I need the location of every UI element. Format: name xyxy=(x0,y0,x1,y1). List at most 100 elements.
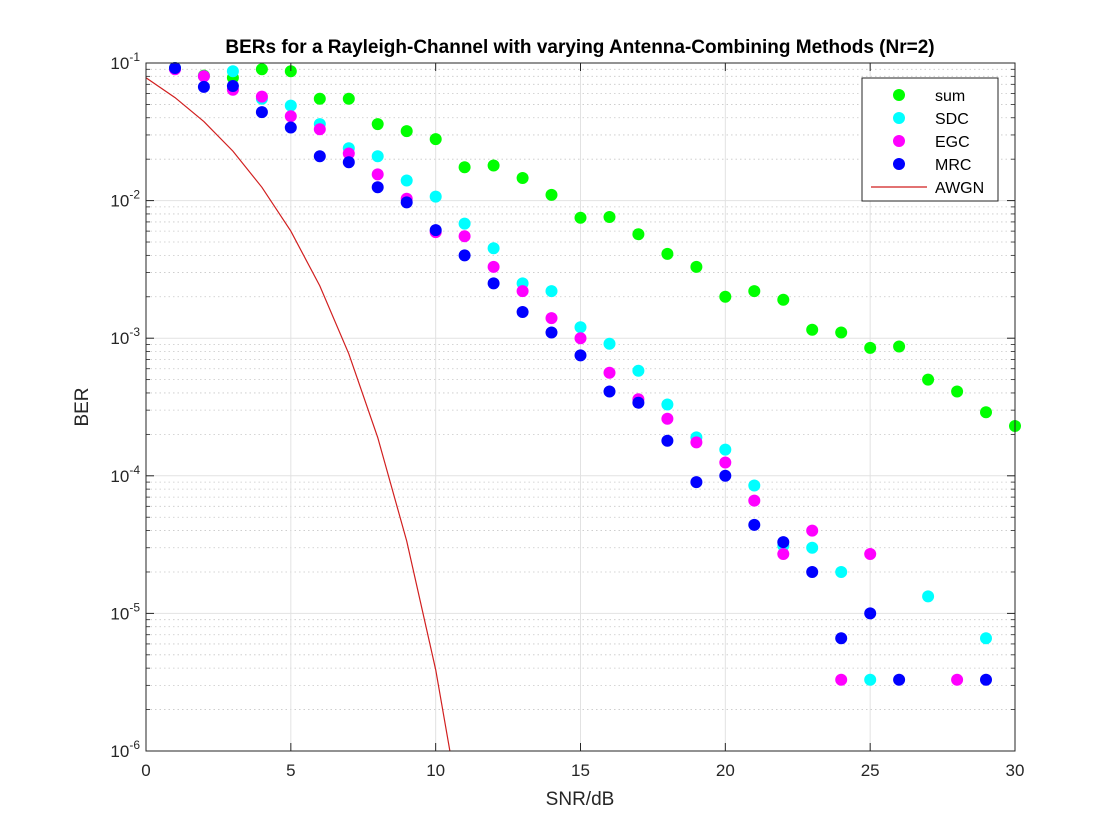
point-sum xyxy=(690,260,703,273)
x-tick-label: 5 xyxy=(286,761,295,780)
point-mrc xyxy=(980,673,992,686)
legend-swatch-sum xyxy=(893,89,905,101)
y-tick-label: 10-1 xyxy=(110,50,140,73)
x-tick-labels: 0 5 10 15 20 25 30 xyxy=(141,761,1024,780)
point-sdc xyxy=(574,321,587,334)
point-mrc xyxy=(169,62,181,74)
point-sdc xyxy=(835,566,848,578)
point-mrc xyxy=(284,121,297,134)
y-tick-label: 10-5 xyxy=(110,600,140,623)
point-egc xyxy=(748,494,761,507)
awgn-layer xyxy=(146,77,451,751)
point-sum xyxy=(951,385,964,398)
x-tick-label: 0 xyxy=(141,761,150,780)
point-sdc xyxy=(429,190,442,203)
point-sum xyxy=(893,340,906,353)
legend: sum SDC EGC MRC AWGN xyxy=(861,77,999,202)
point-mrc xyxy=(632,396,645,409)
point-mrc xyxy=(516,306,529,318)
point-mrc xyxy=(197,80,210,93)
point-mrc xyxy=(661,434,674,447)
y-tick-labels: 10-1 10-2 10-3 10-4 10-5 10-6 xyxy=(110,50,140,761)
point-egc xyxy=(545,312,558,325)
legend-swatch-mrc xyxy=(893,158,905,170)
point-mrc xyxy=(342,156,355,169)
point-mrc xyxy=(777,536,790,549)
point-mrc xyxy=(487,277,500,290)
x-tick-label: 25 xyxy=(861,761,880,780)
point-sdc xyxy=(864,673,877,686)
point-mrc xyxy=(690,476,703,489)
point-sum xyxy=(719,290,732,303)
point-egc xyxy=(574,332,587,345)
legend-label-sum: sum xyxy=(935,88,965,105)
point-sum xyxy=(777,293,790,306)
point-egc xyxy=(284,110,297,123)
point-sum xyxy=(400,125,413,138)
point-mrc xyxy=(719,469,732,482)
point-sum xyxy=(545,188,558,201)
point-sum xyxy=(313,92,326,105)
legend-label-awgn: AWGN xyxy=(935,180,984,197)
x-tick-label: 10 xyxy=(426,761,445,780)
point-sdc xyxy=(719,443,732,456)
point-sum xyxy=(632,228,645,241)
point-mrc xyxy=(806,566,819,578)
point-egc xyxy=(661,412,674,425)
point-mrc xyxy=(893,673,906,686)
point-sdc xyxy=(226,65,239,78)
y-axis-label: BER xyxy=(72,387,93,426)
point-sum xyxy=(255,63,268,76)
point-sum xyxy=(835,326,848,339)
point-sum xyxy=(487,159,500,172)
chart-title: BERs for a Rayleigh-Channel with varying… xyxy=(225,37,934,58)
point-sdc xyxy=(661,398,674,411)
point-sum xyxy=(806,323,819,336)
point-sdc xyxy=(487,242,500,255)
legend-label-mrc: MRC xyxy=(935,157,971,174)
point-mrc xyxy=(429,224,442,237)
point-egc xyxy=(777,548,790,560)
tick-marks xyxy=(145,62,1016,752)
point-sdc xyxy=(545,285,558,298)
point-egc xyxy=(255,90,268,103)
x-axis-label: SNR/dB xyxy=(546,789,615,810)
point-sum xyxy=(603,211,616,223)
x-tick-label: 15 xyxy=(571,761,590,780)
legend-swatch-sdc xyxy=(893,112,905,124)
point-mrc xyxy=(574,349,587,362)
point-mrc xyxy=(458,249,471,262)
y-tick-label: 10-2 xyxy=(110,188,140,211)
point-sdc xyxy=(284,99,297,112)
point-sdc xyxy=(400,174,413,187)
point-mrc xyxy=(255,106,268,119)
y-tick-label: 10-4 xyxy=(110,463,140,486)
point-mrc xyxy=(371,181,384,194)
point-sum xyxy=(516,172,529,184)
markers-layer xyxy=(169,62,1021,686)
point-sum xyxy=(458,161,471,174)
point-sum xyxy=(980,406,992,419)
point-mrc xyxy=(313,150,326,163)
point-egc xyxy=(313,123,326,136)
point-mrc xyxy=(400,196,413,209)
point-sdc xyxy=(371,150,384,163)
point-mrc xyxy=(748,518,761,531)
point-mrc xyxy=(226,80,239,92)
point-egc xyxy=(197,70,210,83)
point-egc xyxy=(806,524,819,537)
point-sum xyxy=(574,211,587,224)
point-sum xyxy=(748,285,761,298)
point-egc xyxy=(342,147,355,160)
point-mrc xyxy=(545,326,558,339)
point-sum xyxy=(922,373,935,386)
legend-box xyxy=(861,77,999,202)
point-sum xyxy=(661,247,674,260)
point-sdc xyxy=(458,217,471,230)
point-mrc xyxy=(864,607,877,620)
point-egc xyxy=(487,260,500,273)
point-sdc xyxy=(632,364,645,377)
point-sdc xyxy=(922,590,935,603)
point-egc xyxy=(719,456,732,469)
